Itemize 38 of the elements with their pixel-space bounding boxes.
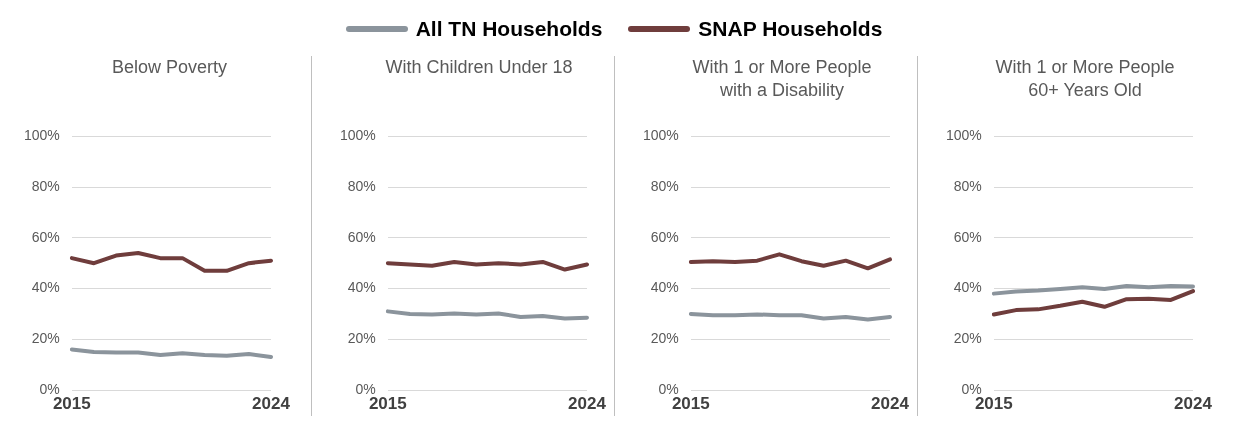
y-tick-label: 60% (31, 228, 60, 245)
y-tick-label: 100% (945, 127, 982, 144)
y-tick-label: 40% (31, 279, 60, 296)
x-tick-label: 2015 (671, 394, 710, 414)
y-tick-label: 100% (642, 127, 679, 144)
y-tick-label: 100% (23, 127, 60, 144)
chart-title: With 1 or More People 60+ Years Old (994, 56, 1176, 102)
y-tick-label: 0% (39, 380, 60, 397)
y-tick-label: 100% (339, 127, 376, 144)
y-tick-label: 60% (650, 228, 679, 245)
x-tick-label: 2015 (52, 394, 91, 414)
y-tick-label: 20% (953, 330, 982, 347)
legend-label: SNAP Households (698, 17, 883, 41)
y-tick-label: 60% (953, 228, 982, 245)
chart-title: With Children Under 18 (385, 56, 573, 79)
x-tick-label: 2015 (368, 394, 407, 414)
y-tick-label: 40% (650, 279, 679, 296)
y-tick-label: 20% (347, 330, 376, 347)
y-tick-label: 0% (658, 380, 679, 397)
y-tick-label: 80% (31, 177, 60, 194)
y-tick-label: 0% (961, 380, 982, 397)
y-tick-label: 80% (953, 177, 982, 194)
y-tick-label: 40% (347, 279, 376, 296)
x-tick-label: 2024 (568, 394, 607, 414)
x-tick-label: 2024 (252, 394, 291, 414)
chart-title: With 1 or More People with a Disability (691, 56, 873, 102)
y-tick-label: 60% (347, 228, 376, 245)
y-tick-label: 20% (31, 330, 60, 347)
chart-title: Below Poverty (111, 56, 228, 79)
y-tick-label: 0% (355, 380, 376, 397)
legend-label: All TN Households (415, 17, 603, 41)
y-tick-label: 80% (650, 177, 679, 194)
y-tick-label: 80% (347, 177, 376, 194)
x-tick-label: 2024 (1174, 394, 1213, 414)
x-tick-label: 2024 (871, 394, 910, 414)
x-tick-label: 2015 (974, 394, 1013, 414)
y-tick-label: 20% (650, 330, 679, 347)
y-tick-label: 40% (953, 279, 982, 296)
